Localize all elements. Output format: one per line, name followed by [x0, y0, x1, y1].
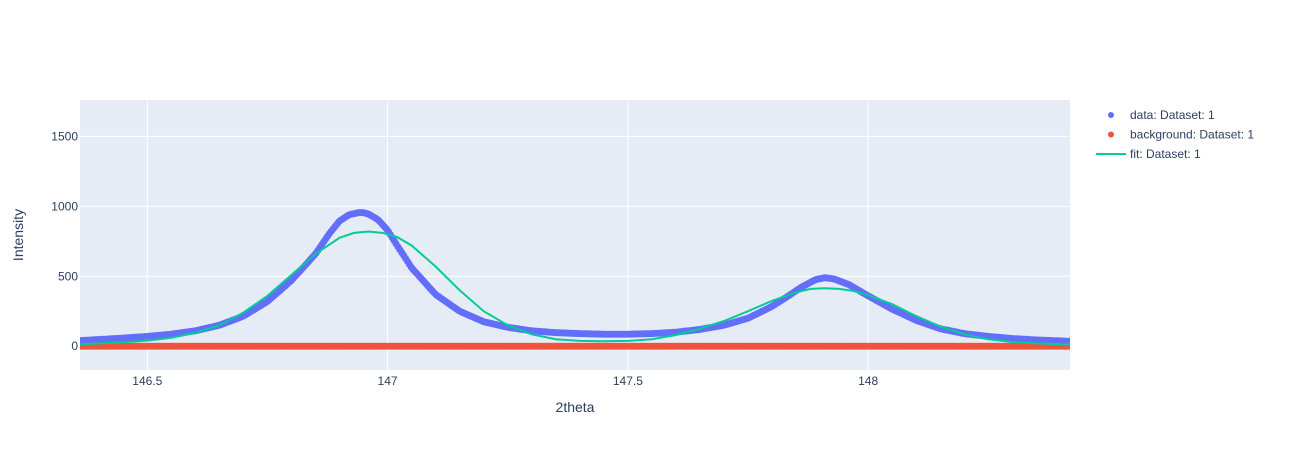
- data-point: [1066, 337, 1070, 345]
- legend-item[interactable]: background: Dataset: 1: [1108, 128, 1254, 142]
- y-tick-label: 1000: [51, 199, 78, 213]
- x-tick-label: 147.5: [613, 374, 643, 388]
- series-1: [80, 342, 1070, 350]
- legend-item[interactable]: fit: Dataset: 1: [1096, 147, 1201, 161]
- legend-item[interactable]: data: Dataset: 1: [1108, 108, 1215, 122]
- fit-line: [80, 230, 1070, 346]
- x-tick-label: 146.5: [132, 374, 162, 388]
- x-tick-label: 148: [858, 374, 878, 388]
- y-tick-label: 0: [71, 339, 78, 353]
- y-axis-title: Intensity: [10, 209, 26, 261]
- x-tick-label: 147: [378, 374, 398, 388]
- y-tick-label: 1500: [51, 129, 78, 143]
- x-axis-title: 2theta: [556, 399, 595, 415]
- legend[interactable]: data: Dataset: 1 background: Dataset: 1 fi…: [1096, 108, 1254, 161]
- series-2: [80, 230, 1070, 346]
- y-tick-label: 500: [58, 269, 78, 283]
- legend-marker-swatch: [1108, 131, 1114, 138]
- legend-label: fit: Dataset: 1: [1130, 147, 1201, 161]
- legend-label: background: Dataset: 1: [1130, 128, 1254, 142]
- plot-background: [80, 100, 1070, 370]
- legend-label: data: Dataset: 1: [1130, 108, 1215, 122]
- series-layer: [80, 209, 1070, 350]
- legend-marker-swatch: [1108, 112, 1114, 118]
- tick-layer: 146.5 147 147.5 148 0 500 1000 1500: [51, 129, 878, 388]
